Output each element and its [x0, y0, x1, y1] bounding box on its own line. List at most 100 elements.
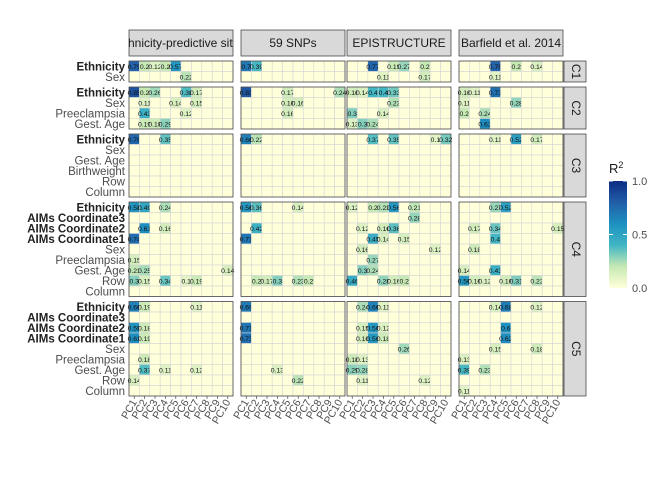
heatmap-cell — [440, 175, 452, 187]
panel-border — [240, 86, 346, 130]
heatmap-cell — [440, 97, 452, 109]
heatmap-cell — [170, 275, 182, 287]
heatmap-cell — [479, 175, 491, 187]
heatmap-cell — [357, 311, 369, 323]
heatmap-cell — [469, 186, 481, 198]
cell-value-label: 0.56 — [240, 205, 253, 212]
cell-value-label: 0.12 — [346, 205, 359, 212]
heatmap-cell — [222, 353, 234, 365]
heatmap-cell — [211, 243, 223, 255]
heatmap-cell — [170, 385, 182, 397]
heatmap-cell — [552, 301, 564, 313]
heatmap-cell — [170, 285, 182, 297]
heatmap-cell — [251, 175, 263, 187]
heatmap-cell — [323, 133, 335, 145]
row-variable-label: Ethnicity — [76, 134, 125, 146]
heatmap-cell — [510, 201, 522, 213]
heatmap-cell — [139, 343, 151, 355]
cell-value-label: 0.19 — [138, 121, 151, 128]
heatmap-cell — [419, 97, 431, 109]
heatmap-cell — [303, 154, 315, 166]
cell-value-label: 0.16 — [159, 226, 172, 233]
heatmap-cell — [419, 118, 431, 130]
cell-value-label: 0.43 — [138, 111, 151, 118]
cell-value-label: 0.14 — [292, 205, 305, 212]
heatmap-cell — [292, 264, 304, 276]
heatmap-cell — [222, 322, 234, 334]
row-variable-label: Row — [102, 375, 126, 387]
heatmap-cell — [201, 86, 213, 98]
heatmap-cell — [240, 311, 252, 323]
heatmap-cell — [240, 97, 252, 109]
cell-value-label: 0.26 — [398, 346, 411, 353]
cell-value-label: 0.42 — [250, 226, 263, 233]
heatmap-cell — [531, 264, 543, 276]
heatmap-cell — [521, 86, 533, 98]
heatmap-cell — [489, 97, 501, 109]
heatmap-cell — [282, 264, 294, 276]
cell-value-label: 0.15 — [190, 100, 203, 107]
cell-value-label: 0.22 — [250, 137, 263, 144]
heatmap-cell — [292, 254, 304, 266]
heatmap-cell — [313, 60, 325, 72]
heatmap-cell — [201, 264, 213, 276]
heatmap-cell — [346, 385, 358, 397]
heatmap-cell — [159, 175, 171, 187]
heatmap-cell — [271, 311, 283, 323]
heatmap-cell — [440, 364, 452, 376]
heatmap-cell — [510, 301, 522, 313]
heatmap-cell — [251, 107, 263, 119]
heatmap-cell — [409, 285, 421, 297]
heatmap-cell — [531, 222, 543, 234]
heatmap-cell — [240, 165, 252, 177]
heatmap-cell — [377, 264, 389, 276]
heatmap-cell — [303, 322, 315, 334]
cell-value-label: 0.46 — [346, 278, 359, 285]
heatmap-cell — [240, 243, 252, 255]
heatmap-cell — [201, 285, 213, 297]
heatmap-cell — [222, 222, 234, 234]
heatmap-cell — [282, 343, 294, 355]
heatmap-cell — [531, 144, 543, 156]
heatmap-cell — [346, 175, 358, 187]
heatmap-cell — [346, 186, 358, 198]
heatmap-cell — [180, 233, 192, 245]
heatmap-cell — [346, 233, 358, 245]
heatmap-cell — [489, 175, 501, 187]
heatmap-cell — [139, 175, 151, 187]
heatmap-cell — [440, 144, 452, 156]
row-variable-label: AIMs Coordinate3 — [27, 312, 125, 324]
heatmap-cell — [440, 311, 452, 323]
panel-border — [128, 60, 234, 83]
heatmap-cell — [409, 86, 421, 98]
heatmap-cell — [346, 71, 358, 83]
heatmap-cell — [292, 301, 304, 313]
heatmap-cell — [170, 353, 182, 365]
heatmap-cell — [201, 60, 213, 72]
heatmap-cell — [409, 301, 421, 313]
heatmap-cell — [303, 254, 315, 266]
heatmap-cell — [191, 353, 203, 365]
cell-value-label: 0.13 — [346, 121, 359, 128]
heatmap-cell — [334, 353, 346, 365]
heatmap-cell — [159, 385, 171, 397]
heatmap-cell — [458, 60, 470, 72]
heatmap-cell — [149, 254, 161, 266]
heatmap-cell — [552, 71, 564, 83]
heatmap-cell — [271, 264, 283, 276]
heatmap-cell — [489, 212, 501, 224]
heatmap-cell — [367, 374, 379, 386]
heatmap-cell — [191, 343, 203, 355]
row-variable-label: AIMs Coordinate1 — [27, 333, 125, 345]
cell-value-label: 0.16 — [346, 90, 359, 97]
cell-value-label: 0.36 — [250, 205, 263, 212]
heatmap-cell — [388, 243, 400, 255]
heatmap-cell — [180, 285, 192, 297]
heatmap-cell — [541, 285, 553, 297]
heatmap-cell — [398, 86, 410, 98]
heatmap-cell — [128, 144, 140, 156]
heatmap-cell — [388, 154, 400, 166]
heatmap-cell — [139, 374, 151, 386]
heatmap-cell — [251, 285, 263, 297]
heatmap-cell — [334, 332, 346, 344]
